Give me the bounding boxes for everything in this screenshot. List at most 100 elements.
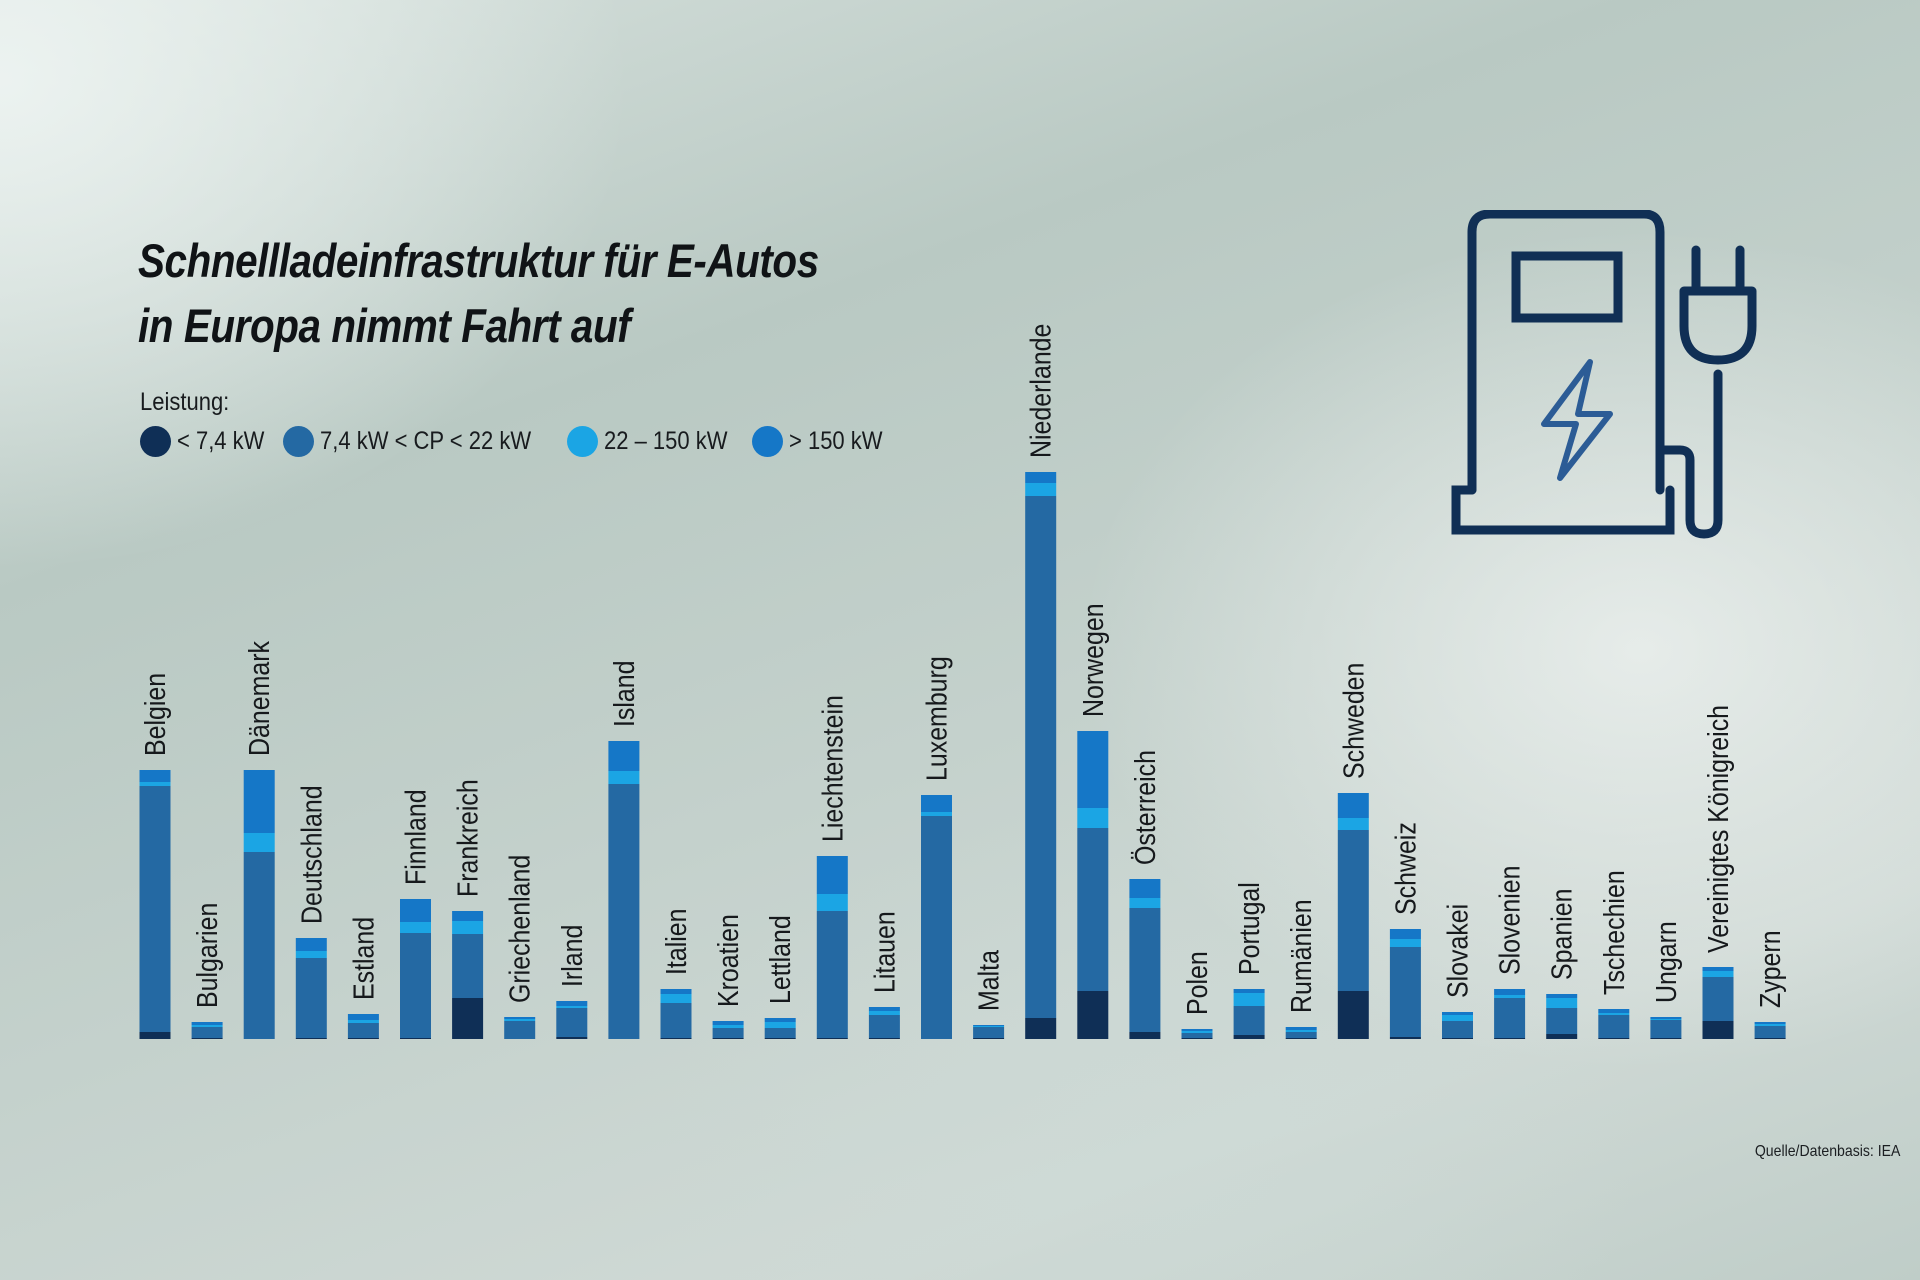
bar-segment-kroatien-3 <box>712 1021 744 1025</box>
bar-segment-niederlande-2 <box>1025 483 1057 496</box>
legend-label-22-to-150kw: 22 – 150 kW <box>604 427 728 455</box>
bar-segment-frankreich-2 <box>452 921 484 934</box>
bar-segment-litauen-3 <box>868 1007 900 1011</box>
bar-segment-estland-3 <box>347 1014 379 1020</box>
bar-segment-zypern-1 <box>1754 1026 1786 1038</box>
station-base <box>1451 485 1675 535</box>
bar-segment-tschechien-2 <box>1598 1013 1630 1015</box>
bar-segment-malta-2 <box>973 1026 1005 1027</box>
bar-liechtenstein <box>816 856 848 1039</box>
bar-segment-zypern-2 <box>1754 1024 1786 1026</box>
bar-segment-polen-3 <box>1181 1029 1213 1031</box>
bar-bulgarien <box>191 1022 223 1039</box>
bar-segment-luxemburg-2 <box>921 812 952 816</box>
country-label-litauen: Litauen <box>869 911 901 993</box>
legend-item-above-150kw: > 150 kW <box>751 426 883 457</box>
bar-segment-italien-1 <box>660 1003 692 1038</box>
bar-segment-island-1 <box>608 784 640 1039</box>
country-label-tschechien: Tschechien <box>1598 870 1630 995</box>
bar-segment-litauen-2 <box>868 1011 900 1015</box>
bar-segment-finnland-1 <box>400 933 431 1038</box>
country-label-luxemburg: Luxemburg <box>921 656 953 781</box>
bar-segment-slovenien-0 <box>1494 1038 1526 1039</box>
bar-schweden <box>1337 793 1369 1039</box>
bar-segment-norwegen-2 <box>1077 808 1109 828</box>
bar-segment-osterreich-0 <box>1129 1032 1161 1039</box>
bar-segment-niederlande-3 <box>1025 472 1057 483</box>
bar-segment-niederlande-0 <box>1025 1018 1057 1039</box>
bar-segment-liechtenstein-1 <box>816 911 848 1038</box>
bar-segment-danemark-3 <box>243 770 275 833</box>
bar-norwegen <box>1077 731 1109 1039</box>
country-label-zypern: Zypern <box>1754 930 1786 1008</box>
country-label-norwegen: Norwegen <box>1077 603 1109 717</box>
bar-segment-irland-0 <box>556 1037 588 1039</box>
country-label-osterreich: Österreich <box>1129 750 1161 865</box>
legend-item-7-4-to-22kw: 7,4 kW < CP < 22 kW <box>283 426 548 457</box>
legend: < 7,4 kW 7,4 kW < CP < 22 kW 22 – 150 kW… <box>140 426 902 457</box>
country-label-kroatien: Kroatien <box>712 914 744 1007</box>
bar-slovenien <box>1494 989 1526 1039</box>
bar-segment-spanien-0 <box>1546 1034 1578 1039</box>
bar-segment-schweden-3 <box>1337 793 1369 818</box>
country-label-italien: Italien <box>660 908 692 975</box>
bar-segment-italien-3 <box>660 989 692 994</box>
country-label-vereinigtes-konigreich: Vereinigtes Königreich <box>1702 705 1734 953</box>
bar-segment-deutschland-0 <box>295 1038 327 1039</box>
bar-segment-ungarn-0 <box>1650 1038 1682 1039</box>
bar-lettland <box>764 1018 796 1039</box>
country-label-rumanien: Rumänien <box>1285 899 1317 1013</box>
bar-malta <box>973 1025 1005 1039</box>
bar-segment-estland-1 <box>347 1023 379 1038</box>
bar-segment-vereinigtes-konigreich-0 <box>1702 1021 1734 1039</box>
bar-segment-deutschland-2 <box>295 951 327 958</box>
country-label-estland: Estland <box>348 917 380 1000</box>
bar-segment-zypern-0 <box>1754 1038 1786 1039</box>
bar-spanien <box>1546 994 1578 1039</box>
bar-ungarn <box>1650 1017 1682 1039</box>
bar-segment-finnland-2 <box>400 922 431 933</box>
legend-swatch-above-150kw <box>751 426 783 457</box>
station-screen <box>1511 251 1623 323</box>
bar-segment-kroatien-1 <box>712 1028 744 1038</box>
bar-segment-slovakei-3 <box>1442 1012 1473 1015</box>
country-label-finnland: Finnland <box>400 789 432 885</box>
bar-segment-liechtenstein-2 <box>816 894 848 911</box>
bar-segment-vereinigtes-konigreich-2 <box>1702 971 1734 977</box>
country-label-portugal: Portugal <box>1233 882 1265 975</box>
bar-portugal <box>1233 989 1265 1039</box>
bar-segment-slovakei-0 <box>1442 1038 1473 1039</box>
bar-segment-osterreich-1 <box>1129 908 1161 1032</box>
legend-title: Leistung: <box>140 388 230 416</box>
bar-segment-malta-3 <box>973 1025 1005 1026</box>
bar-segment-polen-0 <box>1181 1038 1213 1039</box>
bar-segment-portugal-0 <box>1233 1035 1265 1039</box>
bar-finnland <box>400 899 431 1039</box>
bar-segment-slovenien-2 <box>1494 995 1526 998</box>
bar-segment-deutschland-3 <box>295 938 327 951</box>
bar-segment-polen-2 <box>1181 1031 1213 1033</box>
country-label-irland: Irland <box>556 925 588 987</box>
bar-segment-schweiz-2 <box>1389 939 1421 947</box>
bar-segment-bulgarien-0 <box>191 1038 223 1039</box>
bar-segment-norwegen-3 <box>1077 731 1109 808</box>
bar-segment-kroatien-2 <box>712 1025 744 1028</box>
bar-segment-schweden-0 <box>1337 991 1369 1039</box>
bar-frankreich <box>452 911 484 1039</box>
bar-segment-liechtenstein-3 <box>816 856 848 894</box>
bar-segment-rumanien-2 <box>1285 1030 1317 1032</box>
bar-segment-estland-0 <box>347 1038 379 1039</box>
bar-segment-vereinigtes-konigreich-1 <box>1702 977 1734 1021</box>
bar-segment-island-2 <box>608 771 640 784</box>
bar-slovakei <box>1442 1012 1473 1039</box>
bar-segment-spanien-3 <box>1546 994 1578 998</box>
chart-title-line-2: in Europa nimmt Fahrt auf <box>138 299 631 352</box>
station-body-outline <box>1467 209 1665 495</box>
country-label-malta: Malta <box>973 949 1005 1011</box>
country-label-bulgarien: Bulgarien <box>191 903 223 1008</box>
bar-segment-portugal-1 <box>1233 1006 1265 1035</box>
bar-segment-malta-0 <box>973 1038 1005 1039</box>
bar-segment-belgien-2 <box>139 782 171 786</box>
bar-segment-tschechien-0 <box>1598 1038 1630 1039</box>
